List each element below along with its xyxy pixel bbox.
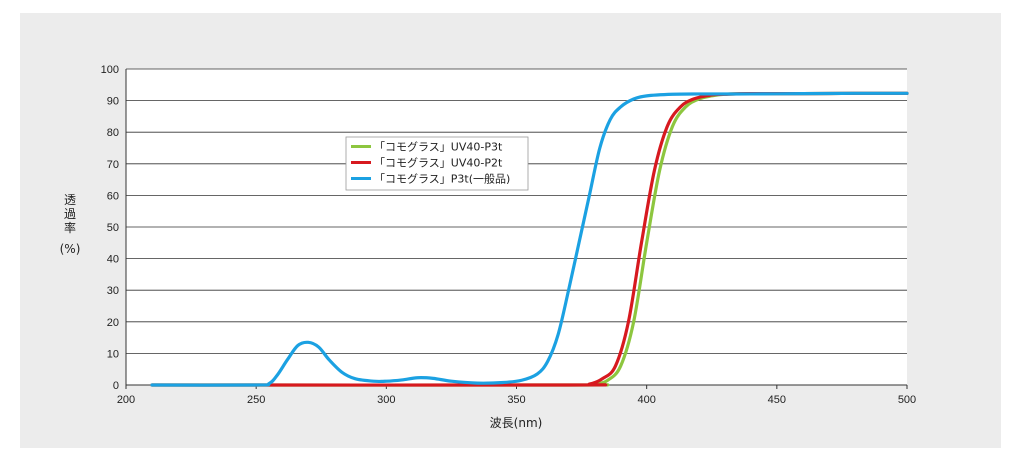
legend: 「コモグラス」UV40-P3t 「コモグラス」UV40-P2t 「コモグラス」P… [345, 136, 529, 191]
legend-label-uv40-p2t: 「コモグラス」UV40-P2t [374, 156, 503, 170]
x-tick-labels: 200 250 300 350 400 450 500 [117, 385, 916, 406]
x-tick-label-400: 400 [637, 394, 655, 406]
y-axis-unit: (%) [60, 242, 81, 256]
x-tick-label-200: 200 [117, 394, 135, 406]
legend-box [345, 136, 529, 191]
y-tick-labels: 0 10 20 30 40 50 60 70 80 90 100 [101, 64, 119, 392]
x-tick-label-300: 300 [377, 394, 395, 406]
legend-label-p3t: 「コモグラス」P3t(一般品) [374, 172, 510, 186]
x-tick-label-500: 500 [898, 394, 916, 406]
y-tick-label-70: 70 [107, 159, 119, 171]
y-axis-title: 透 過 率 (%) [60, 193, 81, 256]
y-tick-label-40: 40 [107, 254, 119, 266]
x-axis-title: 波長(nm) [490, 416, 543, 430]
y-axis-title-char-1: 透 [64, 193, 76, 207]
y-tick-label-50: 50 [107, 222, 119, 234]
y-tick-label-30: 30 [107, 285, 119, 297]
x-tick-label-450: 450 [768, 394, 786, 406]
y-tick-label-60: 60 [107, 190, 119, 202]
y-axis-title-char-3: 率 [64, 220, 76, 235]
grid-lines [126, 68, 907, 354]
series-line-p3t [150, 91, 909, 387]
y-tick-label-80: 80 [107, 127, 119, 139]
y-tick-label-20: 20 [107, 317, 119, 329]
y-tick-label-100: 100 [101, 64, 119, 76]
series-lines [150, 91, 909, 387]
x-tick-label-250: 250 [247, 394, 265, 406]
y-tick-label-90: 90 [107, 96, 119, 108]
legend-label-uv40-p3t: 「コモグラス」UV40-P3t [374, 140, 503, 154]
chart-panel: 0 10 20 30 40 50 60 70 80 90 100 200 250 300 350 400 45… [20, 13, 1001, 448]
y-axis-title-char-2: 過 [64, 207, 76, 221]
x-tick-label-350: 350 [507, 394, 525, 406]
y-tick-label-0: 0 [113, 380, 119, 392]
transmittance-chart: 0 10 20 30 40 50 60 70 80 90 100 200 250 300 350 400 45… [60, 64, 917, 430]
y-tick-label-10: 10 [107, 348, 119, 360]
